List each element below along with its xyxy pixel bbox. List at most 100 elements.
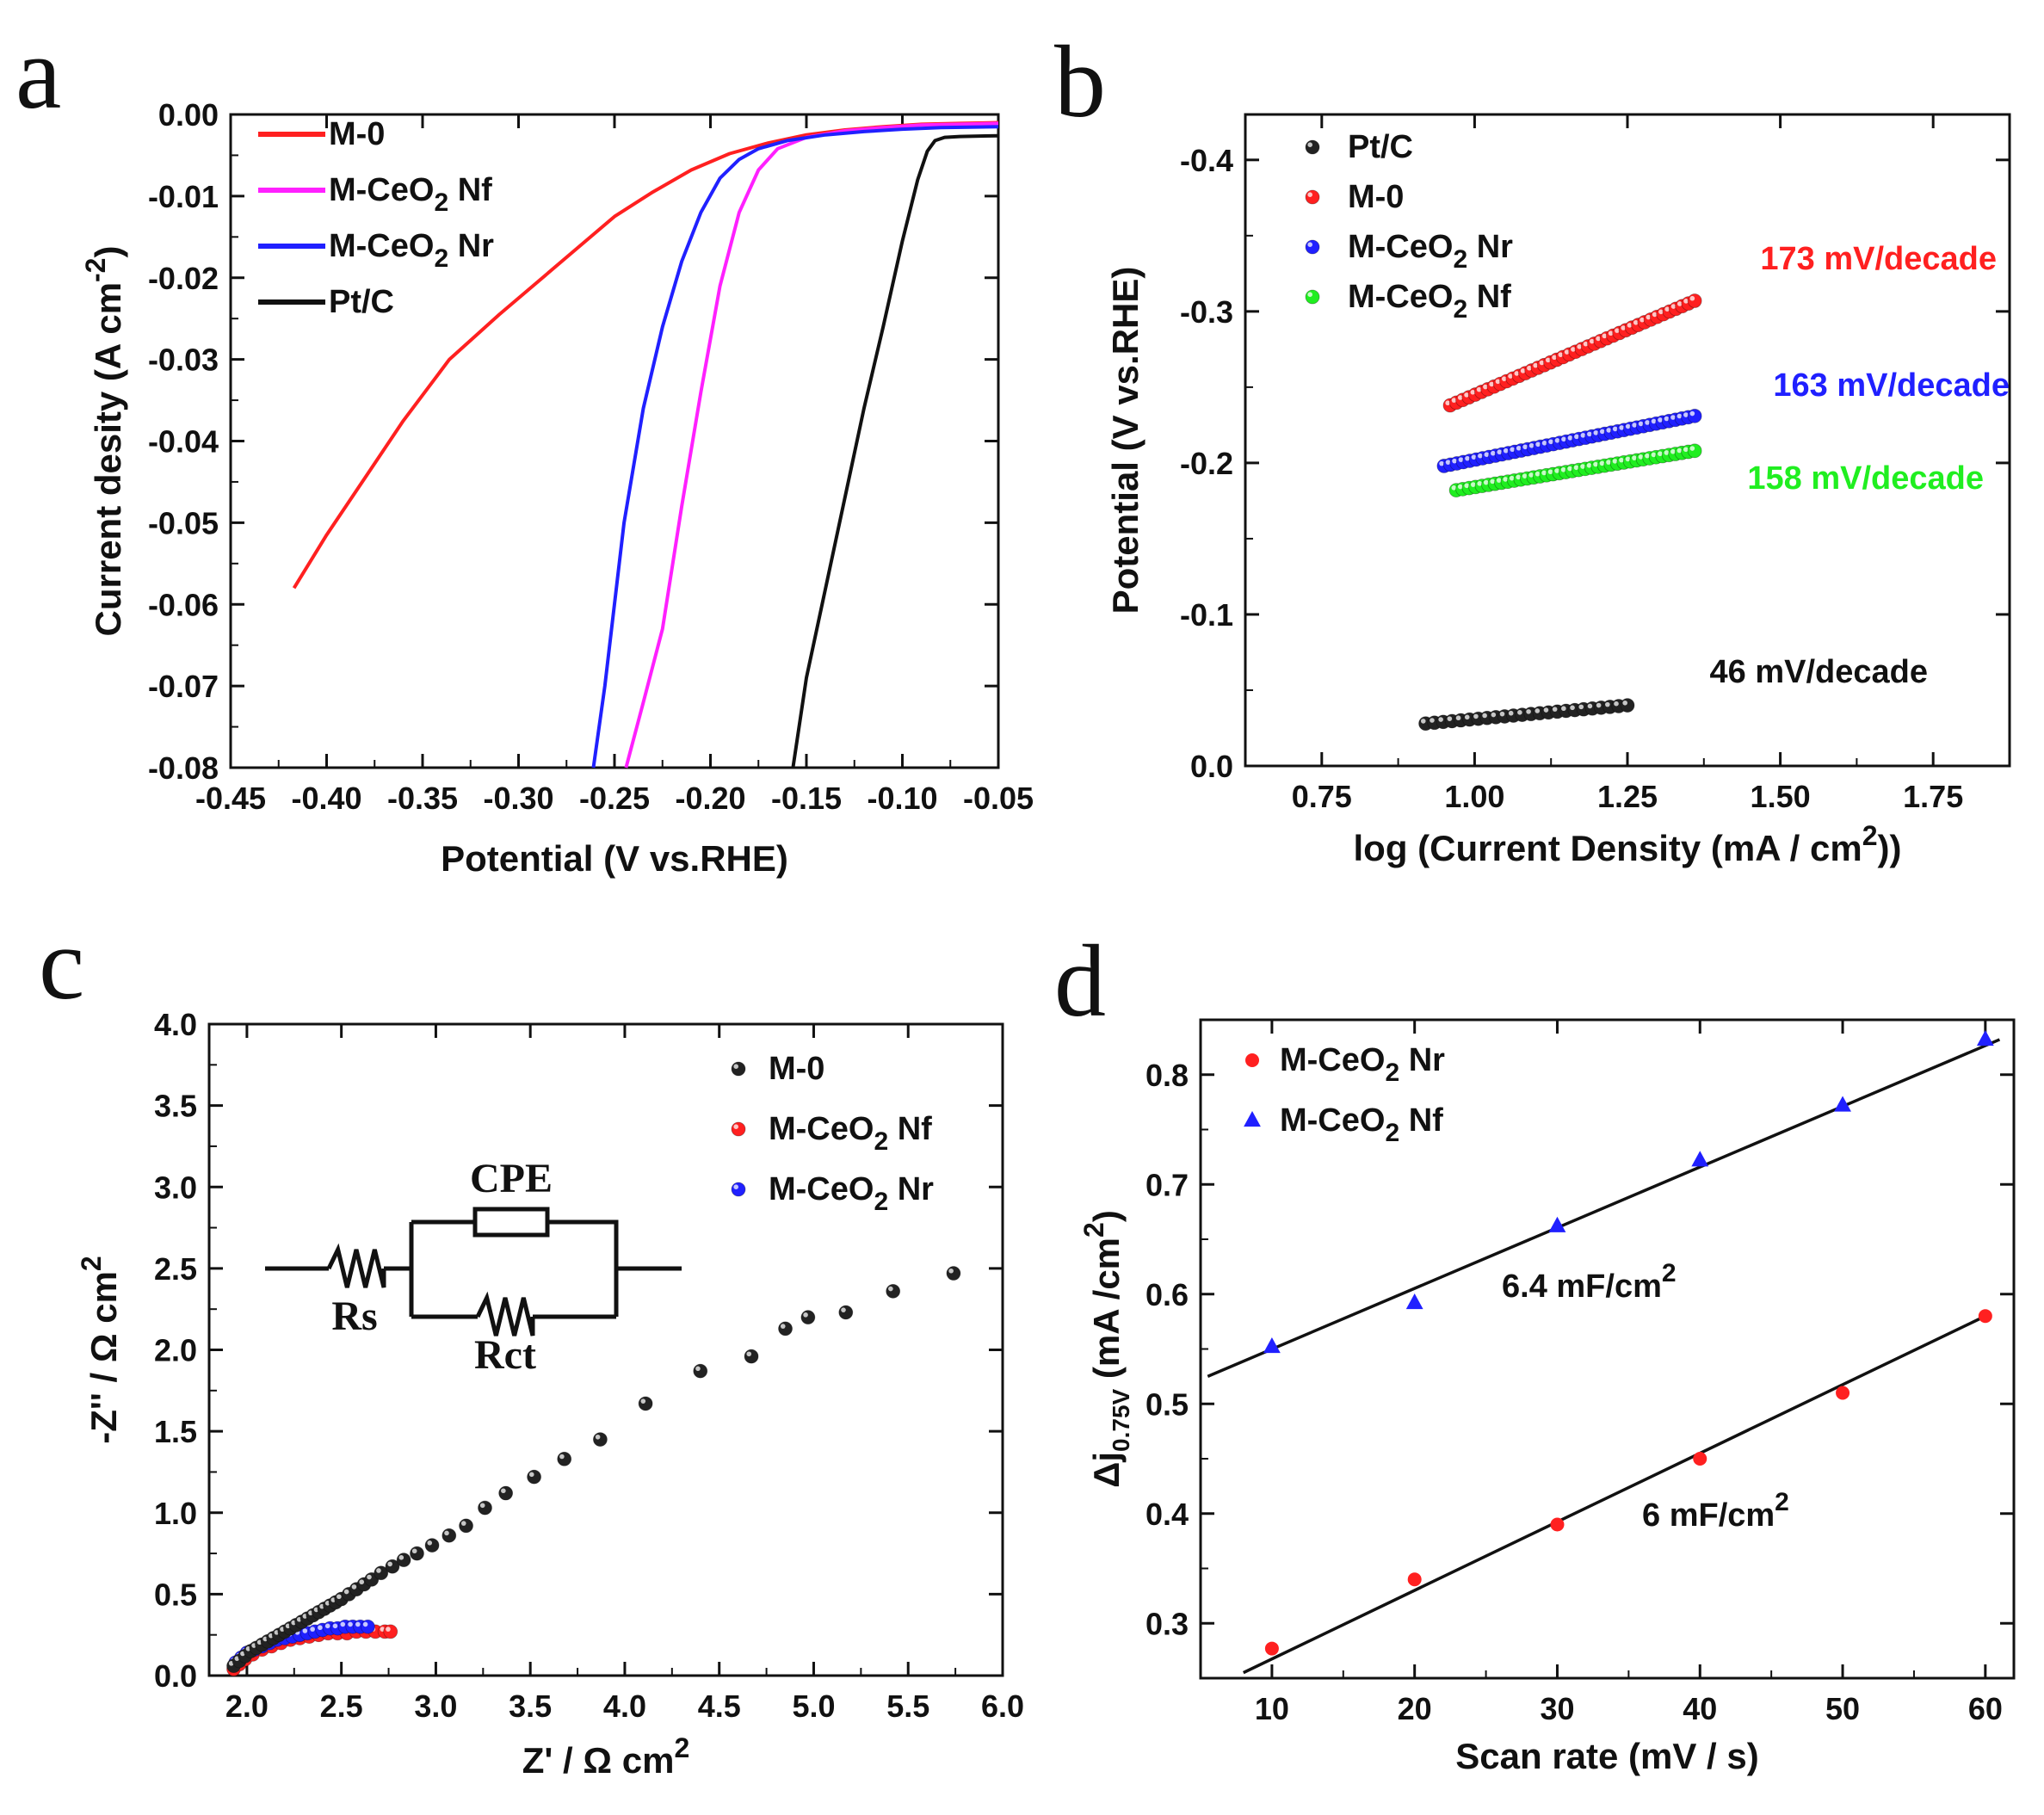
data-point-highlight (1489, 381, 1494, 387)
data-point-highlight (1683, 299, 1689, 304)
data-point-highlight (427, 1540, 433, 1546)
data-point-highlight (1664, 306, 1670, 312)
data-point-highlight (1539, 360, 1545, 366)
data-point-highlight (1578, 704, 1584, 710)
legend-marker-highlight (1307, 292, 1312, 298)
data-point-highlight (359, 1579, 365, 1585)
data-point-highlight (1599, 460, 1605, 466)
data-point-highlight (1470, 389, 1476, 395)
y-tick-label: -0.05 (148, 505, 219, 540)
data-point-highlight (1689, 295, 1695, 301)
data-point-highlight (1633, 319, 1639, 325)
data-point-highlight (1664, 450, 1670, 455)
data-point-highlight (1621, 325, 1626, 330)
x-tick-label: 0.75 (1292, 779, 1352, 814)
y-tick-label: -0.01 (148, 179, 219, 214)
data-point-highlight (1606, 428, 1612, 433)
x-tick-label: 40 (1683, 1691, 1717, 1726)
data-point-highlight (1445, 400, 1450, 406)
data-point-highlight (1526, 709, 1531, 714)
y-tick-label: 3.5 (154, 1089, 197, 1124)
data-point-highlight (1476, 386, 1482, 392)
data-point-highlight (1457, 395, 1463, 400)
x-tick-label: -0.25 (579, 781, 650, 816)
legend-marker (1245, 1053, 1259, 1067)
panel-label-d: d (1054, 923, 1106, 1038)
data-point-highlight (1495, 379, 1501, 385)
data-point (1687, 443, 1702, 459)
data-point-highlight (1478, 453, 1483, 459)
data-point-highlight (376, 1568, 381, 1573)
x-tick-label: 2.0 (225, 1688, 269, 1724)
data-point-highlight (528, 1472, 534, 1478)
y-tick-label: -0.1 (1180, 597, 1233, 633)
x-tick-label: -0.10 (867, 781, 937, 816)
x-tick-label: 5.5 (886, 1688, 929, 1724)
x-axis-title: Scan rate (mV / s) (1455, 1736, 1758, 1776)
data-point (1693, 1452, 1707, 1466)
y-tick-label: -0.02 (148, 261, 219, 296)
data-point-highlight (1503, 477, 1508, 482)
data-point (1620, 698, 1635, 713)
data-point-highlight (1464, 714, 1470, 720)
data-point-highlight (362, 1621, 368, 1627)
circuit-label: Rct (474, 1332, 536, 1378)
data-point-highlight (1651, 418, 1657, 424)
data-point-highlight (1499, 711, 1505, 717)
data-point-highlight (340, 1621, 346, 1627)
legend-label: M-CeO2 Nf (769, 1111, 932, 1156)
panel-label-c: c (39, 906, 84, 1021)
data-point-highlight (1533, 362, 1538, 368)
data-point-highlight (1574, 434, 1579, 440)
data-point-highlight (1645, 420, 1650, 425)
x-tick-label: -0.35 (387, 781, 458, 816)
resistor-rs (326, 1243, 386, 1288)
x-tick-label: 30 (1540, 1691, 1574, 1726)
data-point-highlight (1632, 423, 1637, 428)
data-point-highlight (1587, 431, 1592, 437)
x-tick-label: 2.5 (320, 1688, 363, 1724)
data-point (838, 1305, 854, 1320)
data-point-highlight (1535, 708, 1541, 713)
data-point-highlight (1677, 301, 1683, 306)
circuit-wire (547, 1219, 619, 1317)
data-point-highlight (1503, 448, 1509, 454)
equivalent-circuit-inset: CPE Rs Rct (265, 1156, 682, 1378)
data-point-highlight (559, 1454, 565, 1460)
data-point-highlight (1651, 452, 1657, 458)
y-tick-label: 2.0 (154, 1333, 197, 1368)
legend-marker (731, 1121, 746, 1137)
y-tick-label: 0.0 (1190, 749, 1233, 784)
data-point-highlight (1552, 355, 1557, 361)
data-point-highlight (1599, 429, 1605, 435)
data-point-highlight (1528, 442, 1535, 448)
x-tick-label: 1.50 (1751, 779, 1811, 814)
data-point-highlight (1471, 454, 1477, 460)
data-point-highlight (1455, 715, 1461, 721)
data-point-highlight (780, 1324, 786, 1329)
data-point-highlight (240, 1651, 245, 1657)
data-point-highlight (351, 1584, 357, 1590)
data-point (478, 1500, 492, 1516)
data-point-highlight (1683, 447, 1689, 453)
data-point-highlight (1619, 425, 1624, 430)
y-tick-label: 1.5 (154, 1414, 197, 1449)
y-tick-label: 4.0 (154, 1007, 197, 1042)
x-tick-label: 10 (1255, 1691, 1289, 1726)
data-point-highlight (1625, 423, 1631, 429)
x-axis-title: Potential (V vs.RHE) (441, 838, 788, 879)
legend-marker (1305, 239, 1320, 255)
data-point-highlight (1589, 338, 1595, 344)
data-point (396, 1553, 411, 1568)
data-point-highlight (1554, 468, 1559, 473)
data-point (1834, 1096, 1851, 1112)
data-point-highlight (1483, 384, 1488, 390)
series-line (624, 121, 999, 769)
data-point-highlight (1640, 317, 1645, 323)
y-tick-label: 1.0 (154, 1496, 197, 1531)
y-tick-label: 3.0 (154, 1170, 197, 1205)
x-tick-label: -0.40 (291, 781, 361, 816)
data-point-highlight (367, 1574, 372, 1580)
data-point-highlight (841, 1307, 846, 1312)
data-point-highlight (1596, 336, 1601, 342)
